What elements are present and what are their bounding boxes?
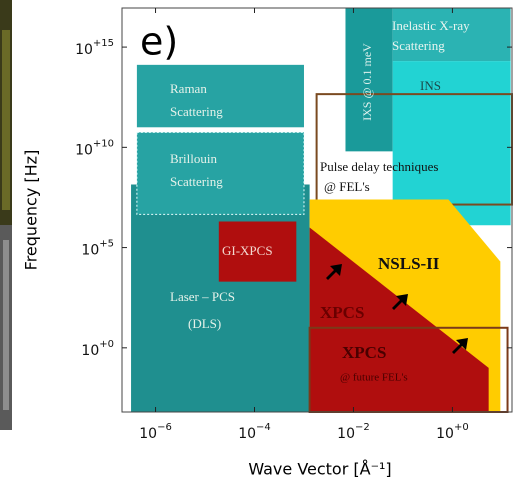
region (136, 64, 304, 128)
tick-label: 10+0 (436, 422, 469, 442)
region-label: Laser – PCS (170, 289, 235, 304)
photo-strip (2, 30, 10, 210)
region-label: @ future FEL's (340, 372, 408, 384)
tick-label: 10+15 (75, 38, 114, 58)
region-label: (DLS) (188, 316, 221, 331)
tick-label: 10+0 (81, 339, 114, 359)
tick-label-base: 10 (436, 426, 454, 442)
tick-label: 10+5 (81, 239, 114, 259)
region-label: Scattering (170, 174, 223, 189)
arrow (392, 294, 408, 310)
tick-label-exponent: +10 (93, 138, 114, 149)
region-label: XPCS (342, 343, 386, 362)
tick-label-exponent: +5 (99, 239, 114, 250)
region-label: INS (420, 78, 441, 93)
region-label: Inelastic X-ray (392, 18, 470, 33)
tick-label-exponent: −4 (256, 422, 271, 433)
region (392, 61, 511, 226)
region-outline (136, 131, 305, 215)
tick-label-exponent: −6 (157, 422, 172, 433)
tick-label-exponent: −2 (355, 422, 370, 433)
arrows (326, 264, 468, 354)
region-label: Brillouin (170, 151, 217, 166)
plot: Laser – PCS (DLS) Raman Scattering Brillouin… (75, 7, 513, 442)
region (392, 8, 511, 62)
tick-label-base: 10 (75, 142, 93, 158)
tick-label-base: 10 (139, 426, 157, 442)
tick-label-base: 10 (337, 426, 355, 442)
tick-label: 10−6 (139, 422, 172, 442)
tick-label: 10−2 (337, 422, 370, 442)
plot-frame (121, 7, 513, 413)
tick-label-exponent: +15 (93, 38, 114, 49)
region (218, 221, 297, 282)
region-label: Scattering (392, 38, 445, 53)
region-label: IXS @ 0.1 meV (360, 43, 374, 121)
panel-label: e) (140, 20, 178, 64)
y-axis-label: Frequency [Hz] (22, 150, 41, 271)
x-axis-label: Wave Vector [Å⁻¹] (248, 460, 391, 479)
region (345, 8, 393, 152)
tick-label-exponent: +0 (99, 339, 114, 350)
tick-label: 10−4 (238, 422, 271, 442)
tick-label-base: 10 (75, 42, 93, 58)
tick-label-base: 10 (238, 426, 256, 442)
region-label: XPCS (320, 303, 364, 322)
region (309, 227, 489, 412)
tick-label: 10+10 (75, 138, 114, 158)
region-label: GI-XPCS (222, 243, 273, 258)
region-label: @ FEL's (324, 179, 370, 194)
arrow (326, 264, 342, 280)
tick-label-base: 10 (81, 343, 99, 359)
region-label: Scattering (170, 104, 223, 119)
arrow (452, 338, 468, 354)
tick-label-exponent: +0 (454, 422, 469, 433)
photo-strip (3, 240, 9, 410)
region-label: NSLS-II (378, 254, 440, 273)
region-label: Pulse delay techniques (320, 159, 438, 174)
region-label: Raman (170, 81, 207, 96)
region (136, 132, 304, 215)
tick-label-base: 10 (81, 243, 99, 259)
